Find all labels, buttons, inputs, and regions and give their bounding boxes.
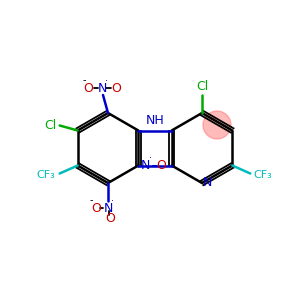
Text: ·: · — [148, 154, 152, 164]
Text: -: - — [89, 195, 93, 205]
Text: O: O — [156, 159, 166, 172]
Text: ·: · — [112, 196, 115, 206]
Text: -: - — [82, 75, 86, 85]
Text: N: N — [202, 176, 212, 190]
Text: O: O — [83, 82, 93, 94]
Text: NH: NH — [146, 114, 164, 127]
Text: O: O — [111, 82, 121, 94]
Text: N: N — [97, 82, 107, 94]
Text: O: O — [91, 202, 101, 214]
Text: N: N — [140, 159, 150, 172]
Text: N: N — [103, 202, 113, 214]
Text: Cl: Cl — [45, 119, 57, 132]
Text: ·: · — [106, 76, 109, 86]
Text: O: O — [105, 212, 115, 224]
Text: CF₃: CF₃ — [36, 170, 55, 181]
Text: CF₃: CF₃ — [253, 170, 272, 181]
Circle shape — [203, 111, 231, 139]
Text: Cl: Cl — [196, 80, 208, 94]
